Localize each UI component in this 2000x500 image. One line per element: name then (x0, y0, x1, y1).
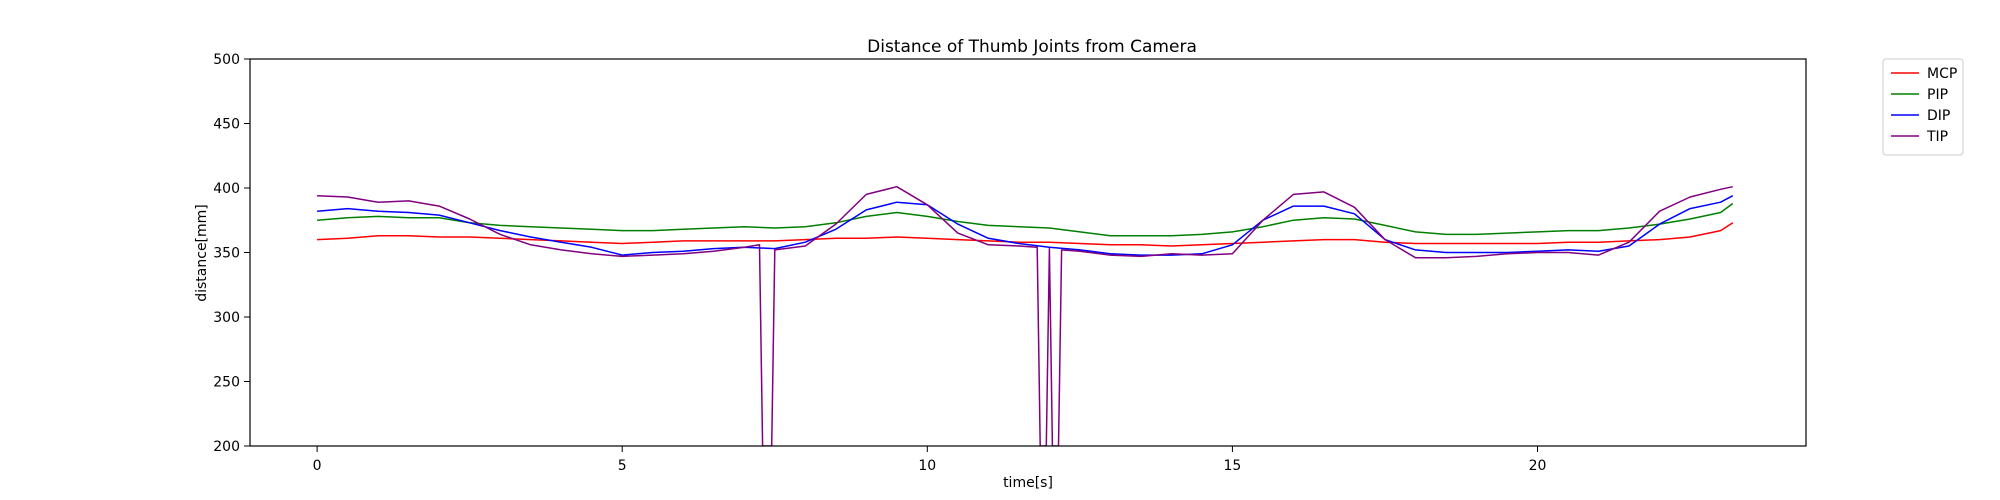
y-axis-label: distance[mm] (194, 204, 210, 302)
legend-label-pip: PIP (1927, 87, 1948, 103)
legend-label-mcp: MCP (1927, 66, 1957, 82)
x-tick-label: 20 (1529, 458, 1547, 474)
x-tick-label: 10 (918, 458, 936, 474)
series-line-dip (317, 195, 1734, 256)
y-tick-label: 300 (213, 310, 240, 326)
legend: MCP PIP DIP TIP (1882, 58, 1964, 156)
y-tick-label: 200 (213, 439, 240, 455)
x-tick-label: 5 (618, 458, 627, 474)
y-tick-label: 250 (213, 375, 240, 391)
x-tick-label: 0 (313, 458, 322, 474)
x-axis: 0 5 10 15 20 (313, 446, 1547, 474)
y-tick-label: 450 (213, 117, 240, 133)
y-tick-label: 500 (213, 52, 240, 68)
series-lines (317, 185, 1734, 446)
series-line-pip (317, 202, 1734, 237)
chart-title: Distance of Thumb Joints from Camera (867, 37, 1197, 57)
x-tick-label: 15 (1224, 458, 1242, 474)
legend-label-tip: TIP (1926, 129, 1948, 145)
legend-frame (1882, 58, 1964, 156)
series-line-tip (317, 185, 1733, 446)
legend-label-dip: DIP (1927, 108, 1950, 124)
x-axis-label: time[s] (1003, 475, 1053, 491)
y-axis: 200 250 300 350 400 450 500 (213, 52, 250, 455)
y-tick-label: 400 (213, 181, 240, 197)
y-tick-label: 350 (213, 246, 240, 262)
